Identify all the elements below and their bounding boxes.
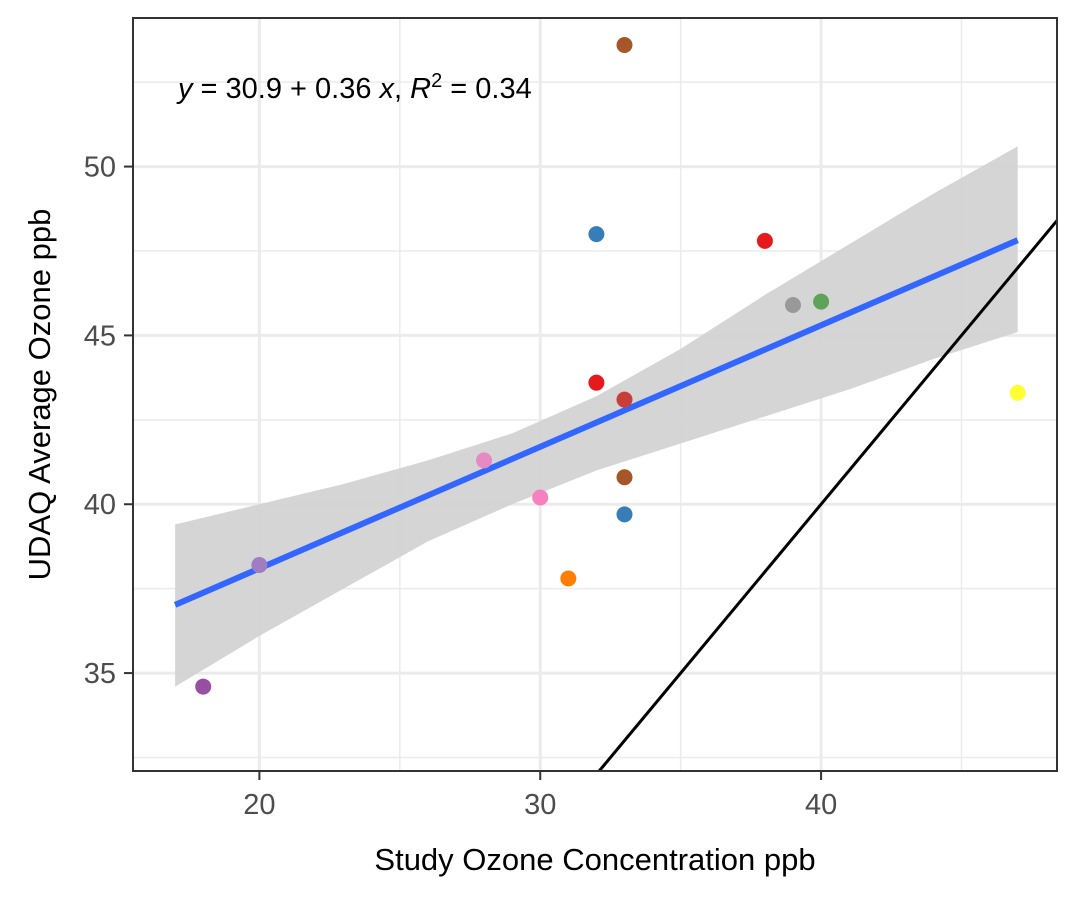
eq-r2-var: R [410,73,431,105]
data-point-7 [588,374,605,391]
data-point-4 [532,489,549,506]
y-tick-label-45: 45 [84,320,116,352]
data-points [195,37,1026,695]
data-point-11 [616,506,633,523]
eq-sep: , [394,73,410,105]
data-point-15 [1009,384,1026,401]
data-point-3 [476,452,493,469]
data-point-5 [560,570,577,587]
eq-y-var: y [176,73,194,105]
data-point-13 [785,297,801,314]
confidence-band [175,146,1018,687]
x-axis-ticks: 20 30 40 [243,771,837,821]
regression-equation: y = 30.9 + 0.36 x, R2 = 0.34 [176,70,532,105]
y-tick-label-50: 50 [84,152,116,184]
y-axis-ticks: 35 40 45 50 [84,152,133,690]
regression-line-path [173,237,1019,608]
data-point-12 [756,232,773,249]
y-axis-title: UDAQ Average Ozone ppb [22,209,57,581]
x-tick-label-30: 30 [524,789,556,821]
data-point-1 [195,678,212,695]
reference-line [598,219,1059,772]
x-axis-title: Study Ozone Concentration ppb [374,842,815,877]
eq-x-var: x [378,73,396,105]
eq-r2-value: = 0.34 [442,73,532,105]
data-point-2 [251,557,268,574]
y-tick-label-40: 40 [84,489,116,521]
gridlines [133,18,1057,771]
eq-body: = 30.9 + 0.36 [193,73,380,105]
confidence-band-area [175,146,1018,687]
eq-r2-exp: 2 [431,70,442,92]
data-point-9 [616,391,633,408]
panel-border [132,17,1058,772]
identity-line [598,219,1059,772]
regression-line [173,237,1019,608]
x-tick-label-20: 20 [243,789,275,821]
data-point-14 [813,293,830,310]
data-point-6 [588,226,605,243]
y-tick-label-35: 35 [84,658,116,690]
data-point-8 [616,37,633,54]
data-point-10 [616,469,633,486]
x-tick-label-40: 40 [805,789,837,821]
